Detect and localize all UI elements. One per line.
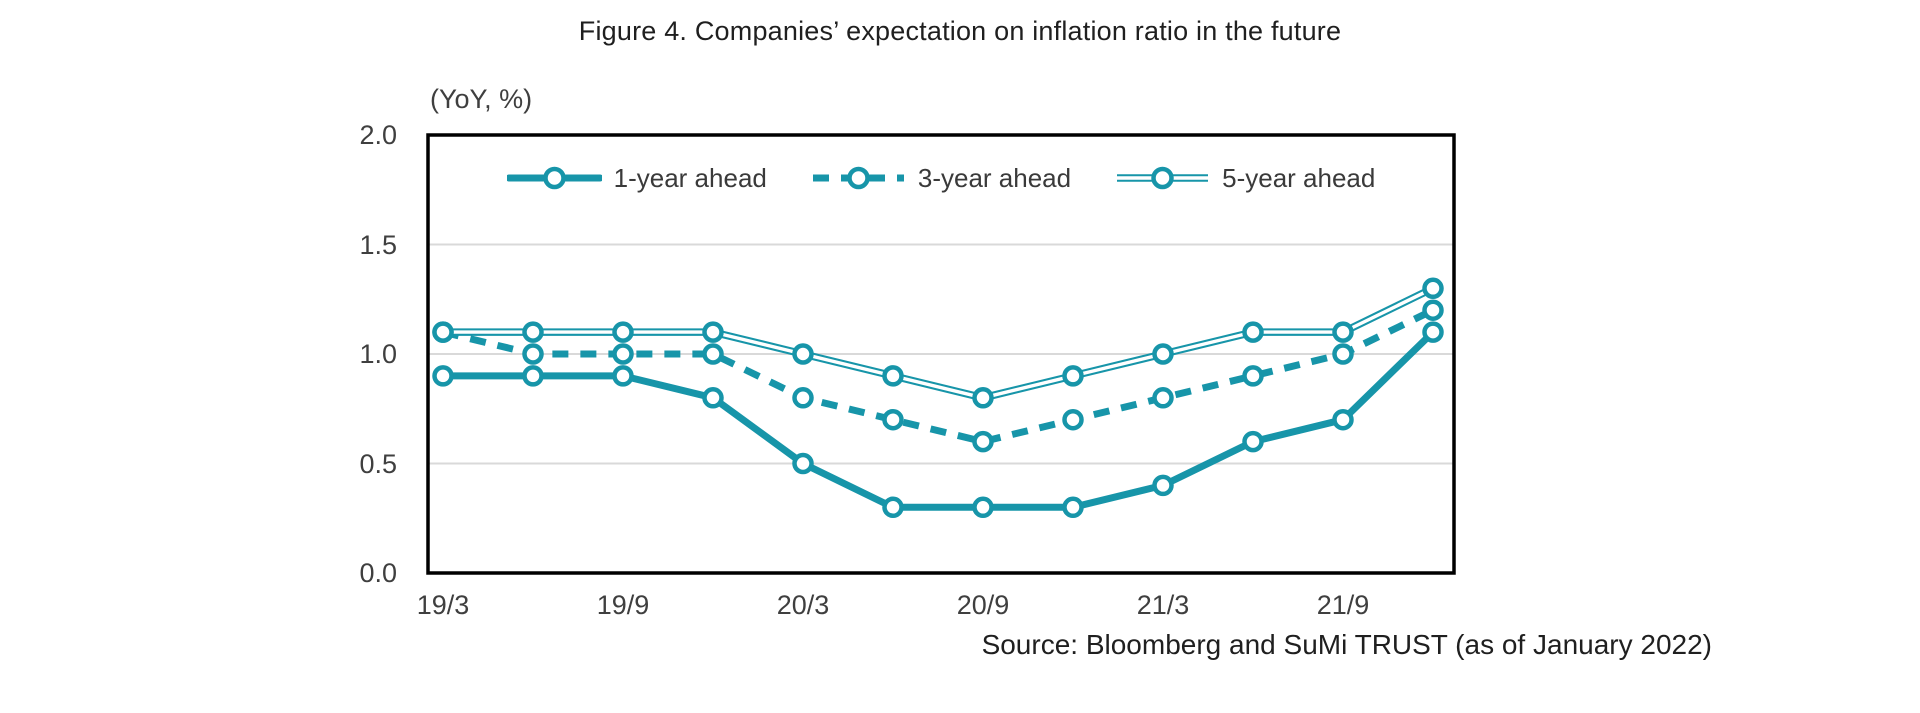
source-note: Source: Bloomberg and SuMi TRUST (as of … [981,629,1712,660]
y-axis-unit-label: (YoY, %) [430,84,533,114]
data-point-marker [882,408,904,431]
y-tick-label: 1.5 [359,229,397,260]
legend-line-sample-icon [1117,166,1209,190]
series-line-5-year-ahead [441,284,1435,402]
y-tick-label: 1.0 [359,339,397,369]
data-point-marker [1242,365,1264,387]
chart-legend: 1-year ahead 3-year ahead 5-year ahead [428,160,1454,196]
plot-border [426,133,1456,575]
data-point-marker [522,365,544,387]
data-point-marker [432,365,454,387]
x-tick-label: 21/3 [1136,590,1190,620]
series-markers-1-year-ahead [432,321,1444,519]
data-point-marker [972,430,994,453]
y-tick-label: 0.0 [359,558,397,588]
x-tick-label: 20/3 [776,590,830,620]
data-point-marker [1332,321,1354,343]
data-point-marker [432,321,454,343]
data-point-marker [792,387,814,409]
legend-item-5-year-ahead: 5-year ahead [1115,163,1375,194]
data-point-marker [792,452,814,475]
data-point-marker [522,343,544,365]
legend-label: 5-year ahead [1222,162,1376,193]
series-markers-5-year-ahead [432,277,1444,409]
data-point-marker [612,365,634,387]
data-point-marker [1152,474,1174,497]
x-tick-label: 20/9 [956,590,1010,620]
data-point-marker [1062,496,1084,519]
chart-title: Figure 4. Companies’ expectation on infl… [578,16,1342,46]
data-point-marker [702,321,724,343]
data-point-marker [1062,408,1084,431]
legend-label: 3-year ahead [917,162,1072,193]
data-point-marker [522,321,544,343]
legend-line-sample-icon [812,166,904,190]
data-point-marker [1152,387,1174,409]
series-line-1-year-ahead [439,328,1437,511]
x-tick-label: 21/9 [1316,590,1370,620]
data-point-marker [792,343,814,365]
x-tick-label: 19/3 [416,590,470,620]
x-tick-label: 19/9 [596,590,650,620]
data-point-marker [1152,343,1174,365]
data-point-marker [612,321,634,343]
y-tick-label: 2.0 [359,120,397,150]
legend-line-sample-icon [506,166,602,190]
legend-label: 1-year ahead [613,162,767,193]
data-point-marker [612,343,634,365]
legend-item-1-year-ahead: 1-year ahead [506,162,767,194]
data-point-marker [1332,343,1354,365]
series-line-3-year-ahead [442,307,1435,446]
data-point-marker [1332,408,1354,431]
data-point-marker [702,343,724,365]
data-point-marker [1242,430,1264,453]
data-point-marker [1062,365,1084,387]
data-point-marker [702,387,724,409]
y-tick-label: 0.5 [359,448,397,479]
data-point-marker [1422,321,1444,343]
data-point-marker [1422,299,1444,321]
data-point-marker [1242,321,1264,343]
data-point-marker [882,496,904,519]
data-point-marker [972,496,994,519]
legend-item-3-year-ahead: 3-year ahead [811,163,1071,194]
data-point-marker [972,387,994,409]
data-point-marker [882,365,904,387]
data-point-marker [1422,277,1444,300]
